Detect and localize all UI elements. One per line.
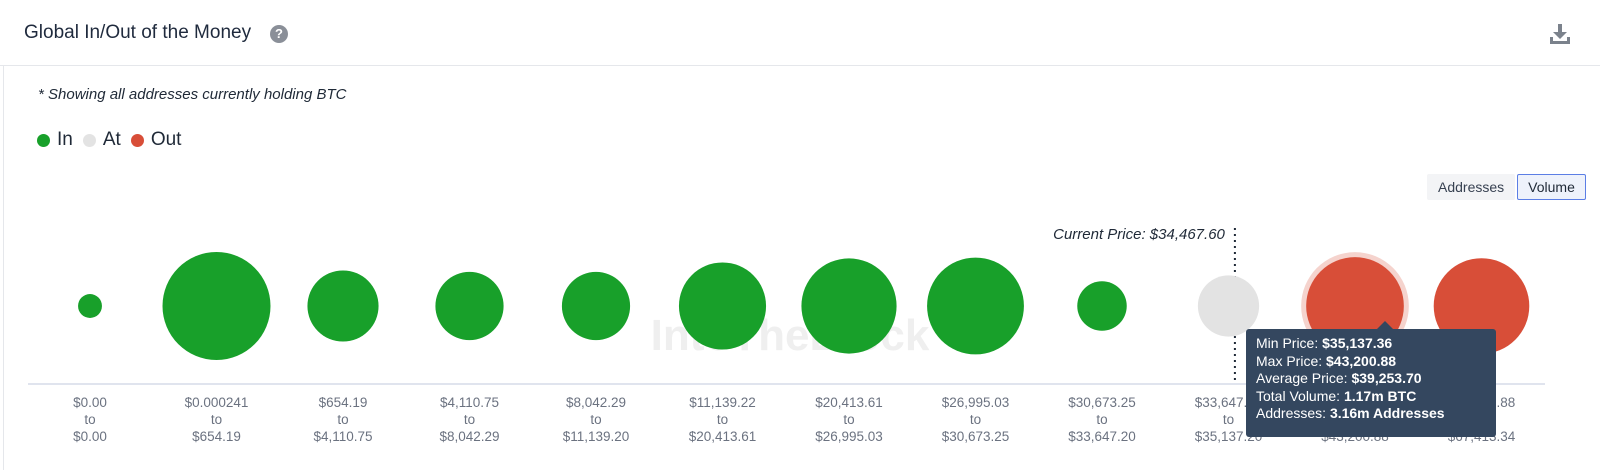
legend-item-at[interactable]: At (82, 129, 121, 151)
volume-toggle-button[interactable]: Volume (1517, 174, 1586, 200)
range-to-label: $0.00 (73, 429, 107, 444)
range-to-label: $20,413.61 (689, 429, 757, 444)
range-connector-label: to (1223, 412, 1234, 427)
legend-dot-in (37, 133, 50, 147)
range-connector-label: to (464, 412, 475, 427)
range-from-label: $8,042.29 (566, 395, 626, 410)
range-connector-label: to (970, 412, 981, 427)
bubble-4[interactable] (435, 271, 504, 341)
range-to-label: $654.19 (192, 429, 241, 444)
range-from-label: $20,413.61 (815, 395, 883, 410)
legend: In At Out (37, 129, 191, 151)
question-circle-icon[interactable]: ? (270, 25, 288, 43)
range-from-label: $654.19 (319, 395, 368, 410)
bubble-7[interactable] (801, 258, 897, 354)
legend-dot-out (130, 133, 144, 147)
legend-label-in: In (57, 129, 73, 150)
legend-label-at: At (102, 129, 121, 150)
panel-border (3, 66, 4, 470)
bubble-8[interactable] (927, 257, 1024, 355)
bubble-1[interactable] (78, 294, 102, 318)
legend-dot-at (82, 133, 96, 147)
range-to-label: $8,042.29 (439, 429, 499, 444)
range-to-label: $30,673.25 (942, 429, 1010, 444)
tooltip-max-price: Max Price: $43,200.88 (1256, 352, 1397, 369)
range-from-label: $0.00 (73, 395, 107, 410)
addresses-toggle-button[interactable]: Addresses (1427, 174, 1516, 200)
range-connector-label: to (717, 412, 728, 427)
range-to-label: $35,137.20 (1195, 429, 1263, 444)
range-connector-label: to (84, 412, 95, 427)
tooltip-total-volume: Total Volume: 1.17m BTC (1256, 387, 1417, 404)
chart-header: Global In/Out of the Money ? (0, 0, 1600, 66)
bubble-10[interactable] (1197, 275, 1260, 337)
bubble-6[interactable] (678, 262, 767, 350)
range-from-label: $11,139.22 (689, 395, 756, 410)
range-connector-label: to (1096, 412, 1107, 427)
range-from-label: $30,673.25 (1068, 395, 1136, 410)
range-connector-label: to (211, 412, 222, 427)
current-price-label: Current Price: $34,467.60 (1053, 226, 1225, 243)
tooltip-addresses: Addresses: 3.16m Addresses (1256, 405, 1445, 421)
bubble-tooltip: Min Price: $35,137.36 Max Price: $43,200… (1246, 329, 1496, 437)
range-from-label: $4,110.75 (440, 395, 499, 410)
range-to-label: $4,110.75 (313, 429, 372, 444)
range-connector-label: to (590, 412, 601, 427)
bubble-3[interactable] (307, 270, 379, 342)
bubble-2[interactable] (162, 252, 271, 360)
chart-title: Global In/Out of the Money (24, 22, 252, 43)
range-to-label: $26,995.03 (815, 429, 883, 444)
metric-toggle: Addresses Volume (1427, 174, 1586, 200)
holding-note: * Showing all addresses currently holdin… (38, 86, 347, 103)
legend-label-out: Out (150, 129, 182, 150)
range-to-label: $11,139.20 (563, 429, 630, 444)
tooltip-arrow (1377, 321, 1393, 329)
download-icon[interactable] (1548, 22, 1572, 46)
tooltip-average-price: Average Price: $39,253.70 (1256, 370, 1422, 386)
range-from-label: $26,995.03 (942, 395, 1010, 410)
range-from-label: $33,647.20 (1195, 395, 1263, 410)
range-connector-label: to (843, 412, 854, 427)
range-from-label: $0.000241 (185, 395, 249, 410)
bubble-9[interactable] (1077, 281, 1127, 331)
range-to-label: $33,647.20 (1068, 429, 1136, 444)
tooltip-min-price: Min Price: $35,137.36 (1256, 335, 1393, 351)
range-connector-label: to (337, 412, 348, 427)
bubble-5[interactable] (561, 271, 631, 341)
legend-item-out[interactable]: Out (130, 129, 182, 151)
legend-item-in[interactable]: In (37, 129, 73, 151)
